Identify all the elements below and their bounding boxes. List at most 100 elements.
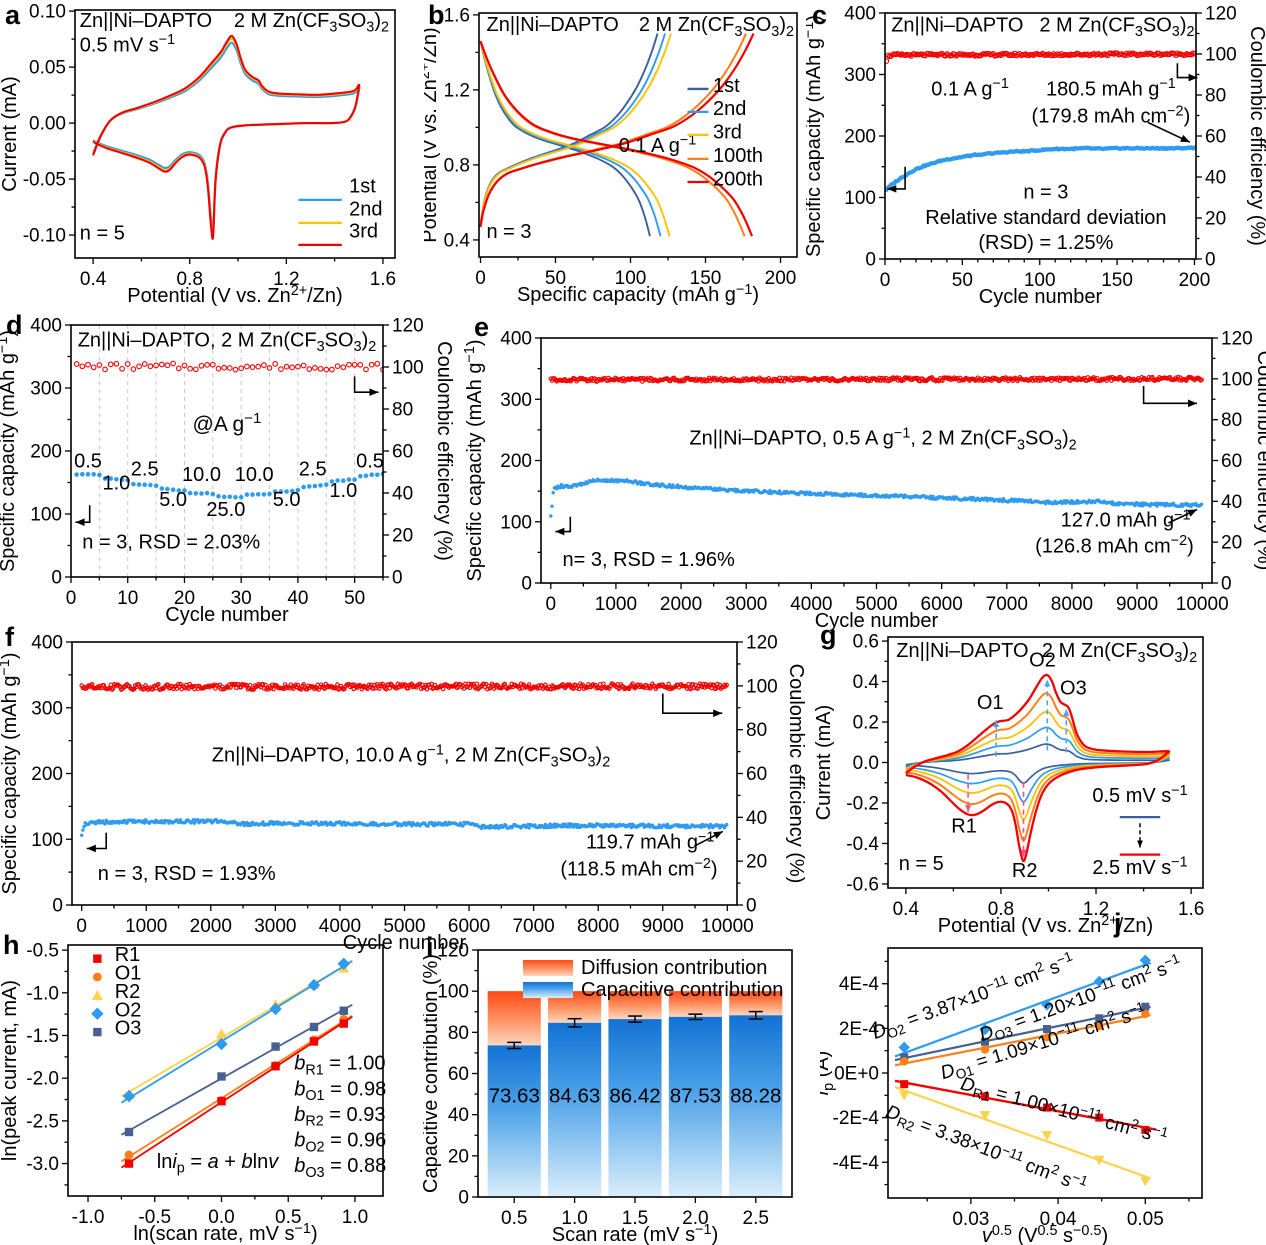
svg-text:0.8: 0.8 [177,269,203,290]
svg-text:87.53: 87.53 [670,1084,721,1107]
svg-text:0E+0: 0E+0 [834,1064,879,1085]
y-axis-title: ln(peak current, mA) [0,980,21,1161]
axes [69,10,384,264]
svg-text:0.5: 0.5 [275,1207,301,1228]
svg-text:0.5: 0.5 [501,1208,527,1229]
svg-text:2nd: 2nd [349,199,382,221]
svg-text:Relative standard deviation: Relative standard deviation [925,207,1166,229]
svg-text:-2E-4: -2E-4 [833,1108,880,1129]
svg-text:100: 100 [437,982,469,1003]
x-axis-title: Cycle number [979,286,1103,308]
svg-text:10.0: 10.0 [182,464,221,486]
axis-labels: 0.4 0.8 1.2 1.6 0.6 0.4 0.2 0.0 -0.2 -0.4 -0.6 [846,632,1204,920]
svg-text:50: 50 [344,588,365,609]
svg-text:2 M Zn(CF3SO3)2: 2 M Zn(CF3SO3)2 [1042,640,1197,666]
svg-text:120: 120 [746,633,778,654]
svg-text:Zn||Ni–DAPTO, 0.5 A g−1, 2 M Z: Zn||Ni–DAPTO, 0.5 A g−1, 2 M Zn(CF3SO3)2 [689,425,1076,453]
svg-text:200th: 200th [713,169,763,191]
axes [882,960,1190,1204]
svg-text:1.2: 1.2 [444,80,470,101]
axis-labels: 0.03 0.04 0.05 4E-4 2E-4 0E+0 -2E-4 -4E-4 [833,974,1164,1230]
svg-text:400: 400 [500,329,532,350]
svg-text:-2.5: -2.5 [26,1111,59,1132]
svg-text:300: 300 [500,390,532,411]
svg-text:40: 40 [746,808,767,829]
panel-letter-a: a [5,0,21,30]
svg-text:20: 20 [448,1146,469,1167]
axes [879,12,1202,265]
x-axis-title: Scan rate (mV s−1) [552,1222,718,1245]
axis-labels: 0 1000 2000 3000 4000 5000 6000 7000 8000 9000 100… [500,329,1252,616]
svg-text:40: 40 [448,1105,469,1126]
x-axis-title: Specific capacity (mAh g−1) [517,282,759,306]
axis-labels: 0.5 1.0 1.5 2.0 2.5 0 20 40 60 80 100 120 [437,941,769,1230]
svg-text:60: 60 [1221,451,1242,472]
svg-text:7000: 7000 [986,594,1028,615]
svg-text:O3: O3 [115,1018,142,1040]
axes [882,640,1192,894]
y-axis-title: ip (A) [820,1051,837,1096]
annotations: Zn||Ni–DAPTO 2 M Zn(CF3SO3)2 0.5 mV s−1 n =… [80,10,389,247]
svg-text:n = 3: n = 3 [1023,182,1068,204]
svg-text:0.0: 0.0 [853,753,879,774]
svg-text:8000: 8000 [1051,594,1093,615]
svg-text:R1: R1 [951,815,977,837]
svg-text:0.05: 0.05 [29,58,66,79]
svg-text:bO3 = 0.88: bO3 = 0.88 [294,1155,386,1181]
svg-text:1.2: 1.2 [1083,899,1109,920]
svg-text:-0.2: -0.2 [846,793,879,814]
svg-text:84.63: 84.63 [549,1084,600,1107]
svg-text:0: 0 [1205,250,1216,271]
svg-text:1st: 1st [713,75,740,97]
series [548,374,1204,518]
svg-text:60: 60 [448,1064,469,1085]
svg-text:100: 100 [1205,45,1237,66]
svg-text:5.0: 5.0 [273,489,301,511]
svg-text:30: 30 [231,588,252,609]
svg-text:0.4: 0.4 [80,269,107,290]
svg-text:80: 80 [448,1023,469,1044]
svg-text:300: 300 [30,379,62,400]
panel-letter-h: h [3,930,20,960]
series [894,954,1156,1187]
svg-text:2000: 2000 [660,594,702,615]
svg-text:1.6: 1.6 [444,5,470,26]
svg-text:0: 0 [76,916,87,937]
svg-text:Zn||Ni–DAPTO: Zn||Ni–DAPTO [80,10,212,32]
svg-text:-1.5: -1.5 [26,1026,59,1047]
svg-text:119.7 mAh g−1: 119.7 mAh g−1 [586,829,714,853]
panel-letter-b: b [428,0,445,30]
axes [65,324,389,583]
svg-text:100: 100 [615,268,647,289]
svg-text:0.6: 0.6 [853,632,879,653]
svg-text:200: 200 [1179,270,1211,291]
svg-text:0.1 A g−1: 0.1 A g−1 [619,133,697,157]
svg-text:100th: 100th [713,145,763,167]
axes [473,14,782,263]
svg-text:-0.05: -0.05 [23,170,66,191]
series [905,673,1171,863]
svg-text:100: 100 [30,505,62,526]
svg-text:40: 40 [1205,168,1226,189]
svg-text:40: 40 [287,588,308,609]
svg-text:1.6: 1.6 [370,269,396,290]
svg-text:-4E-4: -4E-4 [833,1153,880,1174]
svg-text:180.5 mAh g−1: 180.5 mAh g−1 [1046,76,1176,100]
svg-text:bR2 = 0.93: bR2 = 0.93 [294,1104,385,1130]
svg-text:3000: 3000 [725,594,767,615]
series [79,681,729,837]
svg-text:Zn||Ni–DAPTO: Zn||Ni–DAPTO [896,640,1028,662]
panel-letter-g: g [820,620,837,650]
panel-letter-i: i [426,932,434,962]
svg-text:0.10: 0.10 [29,2,66,23]
svg-text:-3.0: -3.0 [26,1154,59,1175]
svg-text:0: 0 [521,574,532,595]
svg-text:80: 80 [392,400,413,421]
svg-text:60: 60 [1205,127,1226,148]
svg-text:-0.10: -0.10 [23,226,66,247]
svg-text:(118.5 mAh cm−2): (118.5 mAh cm−2) [560,856,717,880]
axis-labels: 0 50 100 150 200 0.4 0.8 1.2 1.6 [444,5,797,289]
